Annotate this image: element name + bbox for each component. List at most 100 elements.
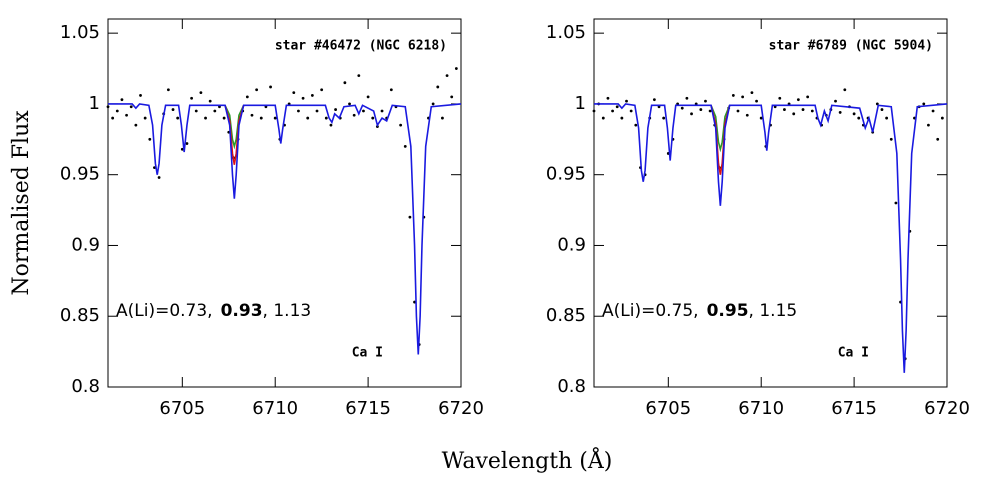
data-point (320, 88, 324, 92)
model-line (224, 105, 245, 165)
panel-title: star #6789 (NGC 5904) (769, 39, 933, 54)
data-point (611, 109, 614, 113)
abundance-label: A(Li)=0.73, 0.93, 1.13 (116, 301, 311, 321)
data-point (329, 123, 333, 127)
y-tick-label: 0.8 (557, 376, 586, 397)
data-point (601, 116, 605, 120)
data-point (120, 98, 124, 102)
data-point (792, 112, 796, 116)
data-point (269, 85, 272, 89)
y-tick-label: 0.85 (546, 305, 586, 326)
model-line (710, 105, 731, 153)
data-point (255, 88, 259, 92)
data-point (148, 137, 152, 141)
data-point (115, 109, 119, 113)
model-line (224, 105, 245, 150)
data-point (778, 96, 782, 100)
data-point (371, 116, 375, 120)
data-point (153, 166, 156, 170)
data-point (750, 91, 754, 94)
data-point (927, 123, 930, 127)
data-point (250, 113, 254, 117)
data-point (894, 201, 898, 205)
data-point (176, 116, 180, 120)
x-tick-label: 6720 (438, 398, 484, 419)
data-point (134, 123, 138, 127)
data-point (745, 113, 749, 117)
data-point (190, 96, 194, 100)
data-point (445, 74, 449, 78)
abundance-prefix: A(Li)=0.75, (602, 301, 699, 321)
data-point (652, 98, 656, 102)
data-point (306, 116, 310, 120)
data-point (324, 116, 328, 120)
data-point (245, 95, 249, 99)
data-point (685, 96, 689, 100)
data-point (399, 123, 403, 127)
data-point (680, 106, 684, 110)
data-point (736, 109, 740, 113)
data-point (380, 109, 384, 113)
y-tick-label: 1.05 (60, 22, 100, 43)
data-point (838, 111, 842, 114)
data-point (310, 94, 314, 97)
line-label: Ca I (838, 346, 869, 361)
data-point (441, 116, 444, 120)
x-tick-label: 6715 (345, 398, 391, 419)
data-point (171, 108, 175, 111)
data-point (403, 144, 407, 148)
data-point (755, 99, 758, 103)
data-point (629, 109, 633, 113)
y-tick-label: 0.95 (546, 164, 586, 185)
data-point (129, 105, 133, 109)
data-point (348, 102, 351, 106)
data-point (880, 108, 884, 111)
data-point (922, 102, 926, 106)
data-point (334, 108, 337, 111)
model-line (710, 105, 731, 175)
y-tick-label: 0.8 (71, 376, 100, 397)
y-tick-label: 0.9 (557, 234, 586, 255)
data-point (157, 176, 161, 179)
data-point (292, 91, 296, 94)
data-point (352, 113, 356, 117)
data-point (783, 108, 786, 111)
panel-title: star #46472 (NGC 6218) (275, 39, 447, 54)
data-point (408, 215, 412, 219)
abundance-suffix: , 1.15 (749, 301, 798, 321)
line-label: Ca I (352, 346, 383, 361)
y-tick-label: 1.05 (546, 22, 586, 43)
y-axis-label: Normalised Flux (9, 110, 34, 296)
data-point (204, 116, 207, 120)
data-point (366, 95, 370, 99)
model-line (108, 103, 462, 355)
data-point (343, 81, 347, 85)
data-point (125, 113, 128, 117)
data-point (810, 109, 814, 113)
data-point (834, 99, 837, 103)
data-point (222, 116, 226, 120)
data-point (357, 74, 361, 78)
data-point (297, 109, 300, 113)
data-point (806, 95, 810, 99)
data-point (885, 116, 889, 120)
data-point (436, 85, 440, 89)
data-point (606, 96, 610, 100)
y-tick-label: 1 (89, 93, 100, 114)
abundance-label: A(Li)=0.75, 0.95, 1.15 (602, 301, 797, 321)
abundance-suffix: , 1.13 (263, 301, 312, 321)
data-point (852, 112, 856, 116)
data-point (450, 95, 454, 99)
data-point (208, 99, 212, 103)
y-tick-label: 0.9 (71, 234, 100, 255)
data-point (857, 116, 861, 120)
x-axis-label: Wavelength (Å) (442, 446, 613, 474)
data-point (199, 91, 203, 94)
data-point (592, 109, 596, 113)
x-tick-label: 6710 (738, 398, 784, 419)
data-point (634, 123, 638, 127)
data-point (931, 109, 935, 113)
data-point (731, 94, 735, 97)
data-point (704, 99, 707, 103)
